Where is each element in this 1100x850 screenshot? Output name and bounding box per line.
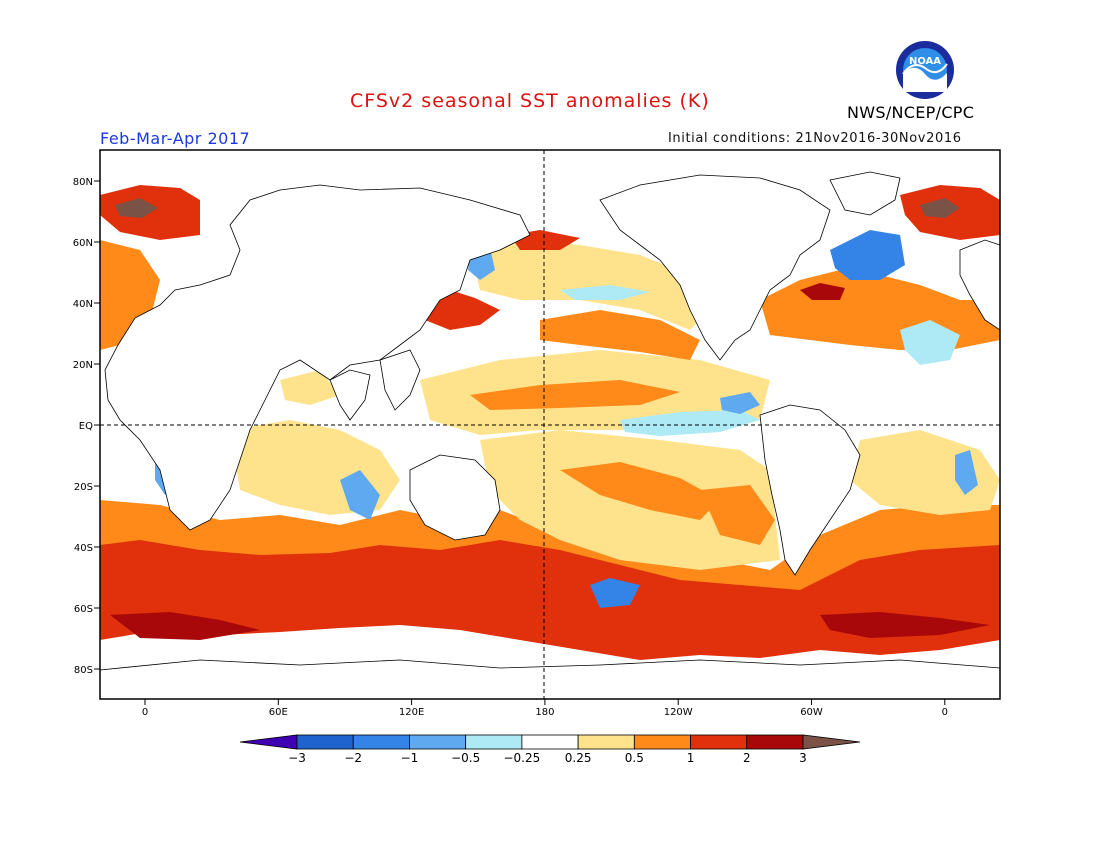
- indian-ocean-cool: [340, 470, 380, 520]
- greenland: [829, 171, 901, 216]
- colorbar-swatch: [633, 734, 691, 750]
- colorbar-swatch: [409, 734, 467, 750]
- lat-label: EQ: [79, 421, 93, 432]
- lon-label: 120W: [664, 707, 693, 718]
- australia: [409, 454, 501, 541]
- colorbar-swatch: [352, 734, 410, 750]
- lon-label: 60W: [800, 707, 823, 718]
- equatorial-east-pacific-cool-core: [720, 392, 760, 414]
- lon-label: 0: [942, 707, 948, 718]
- colorbar-swatch: [521, 734, 579, 750]
- map-content: [100, 150, 1000, 699]
- colorbar-label: 1: [687, 751, 695, 765]
- longitude-axis: 0 60E 120E 180 120W 60W 0: [142, 699, 948, 718]
- southern-ocean-strong-2: [820, 612, 990, 638]
- colorbar-label: −0.25: [503, 751, 540, 765]
- land: [100, 171, 1000, 699]
- map-title: CFSv2 seasonal SST anomalies (K): [350, 90, 710, 112]
- north-atlantic-warm: [800, 283, 845, 300]
- southern-ocean-strong-1: [110, 612, 260, 640]
- latitude-axis: 80N 60N 40N 20N EQ 20S 40S 60S 80S: [73, 177, 100, 676]
- lat-label: 60S: [74, 604, 93, 615]
- south-atlantic-yellow: [850, 430, 1000, 515]
- colorbar-label: 0.25: [565, 751, 592, 765]
- colorbar-swatch: [690, 734, 748, 750]
- north-pacific-yellow: [470, 240, 710, 330]
- colorbar-label: 2: [743, 751, 751, 765]
- atlantic-subtropical-cool: [900, 320, 960, 365]
- initial-conditions-label: Initial conditions: 21Nov2016-30Nov2016: [668, 131, 962, 146]
- europe-right-edge: [959, 239, 1000, 331]
- south-pacific-orange-2: [700, 485, 775, 545]
- equatorial-east-pacific-cool: [620, 410, 760, 436]
- lat-label: 80N: [73, 177, 93, 188]
- nordic-seas-strong: [920, 198, 960, 218]
- noaa-logo-text: NOAA: [909, 56, 941, 67]
- lat-label: 60N: [73, 238, 93, 249]
- noaa-logo: NOAA: [896, 41, 954, 99]
- india: [329, 369, 371, 421]
- lon-label: 60E: [269, 707, 288, 718]
- south-pacific-cool: [590, 578, 640, 608]
- colorbar-label: −0.5: [451, 751, 480, 765]
- colorbar-swatch: [296, 734, 354, 750]
- southern-ocean-orange-edge: [100, 500, 1000, 590]
- organization-label: NWS/NCEP/CPC: [847, 103, 975, 122]
- lon-label: 180: [535, 707, 554, 718]
- season-label: Feb-Mar-Apr 2017: [100, 129, 251, 148]
- south-america: [759, 404, 861, 576]
- west-atlantic-left-strong: [115, 198, 158, 218]
- north-america: [599, 174, 831, 361]
- south-pacific-orange-1: [560, 462, 720, 520]
- colorbar-label: −2: [344, 751, 362, 765]
- colorbar-min-arrow: [239, 734, 298, 750]
- colorbar: −3 −2 −1 −0.5 −0.25 0.25 0.5 1 2 3: [239, 734, 861, 765]
- colorbar-label: −3: [288, 751, 306, 765]
- antarctica: [100, 659, 1000, 699]
- south-atlantic-cool: [955, 450, 978, 495]
- colorbar-label: −1: [401, 751, 419, 765]
- colorbar-label: 0.5: [625, 751, 644, 765]
- tropical-pacific-orange: [470, 380, 680, 410]
- colorbar-max-arrow: [802, 734, 861, 750]
- lat-label: 20S: [74, 482, 93, 493]
- lat-label: 40S: [74, 543, 93, 554]
- lon-label: 0: [142, 707, 148, 718]
- lat-label: 20N: [73, 360, 93, 371]
- southeast-asia: [379, 349, 421, 411]
- north-pacific-cool-1: [560, 285, 650, 300]
- north-pacific-warm-band: [540, 310, 700, 360]
- colorbar-label: 3: [799, 751, 807, 765]
- colorbar-swatch: [465, 734, 523, 750]
- colorbar-swatch: [577, 734, 635, 750]
- northwest-atlantic-cool: [830, 230, 905, 280]
- lat-label: 40N: [73, 299, 93, 310]
- lon-label: 120E: [399, 707, 424, 718]
- lat-label: 80S: [74, 665, 93, 676]
- arabian-sea-yellow: [280, 370, 340, 405]
- africa-europe: [104, 184, 531, 531]
- southern-ocean-band: [100, 535, 1000, 660]
- colorbar-swatch: [746, 734, 804, 750]
